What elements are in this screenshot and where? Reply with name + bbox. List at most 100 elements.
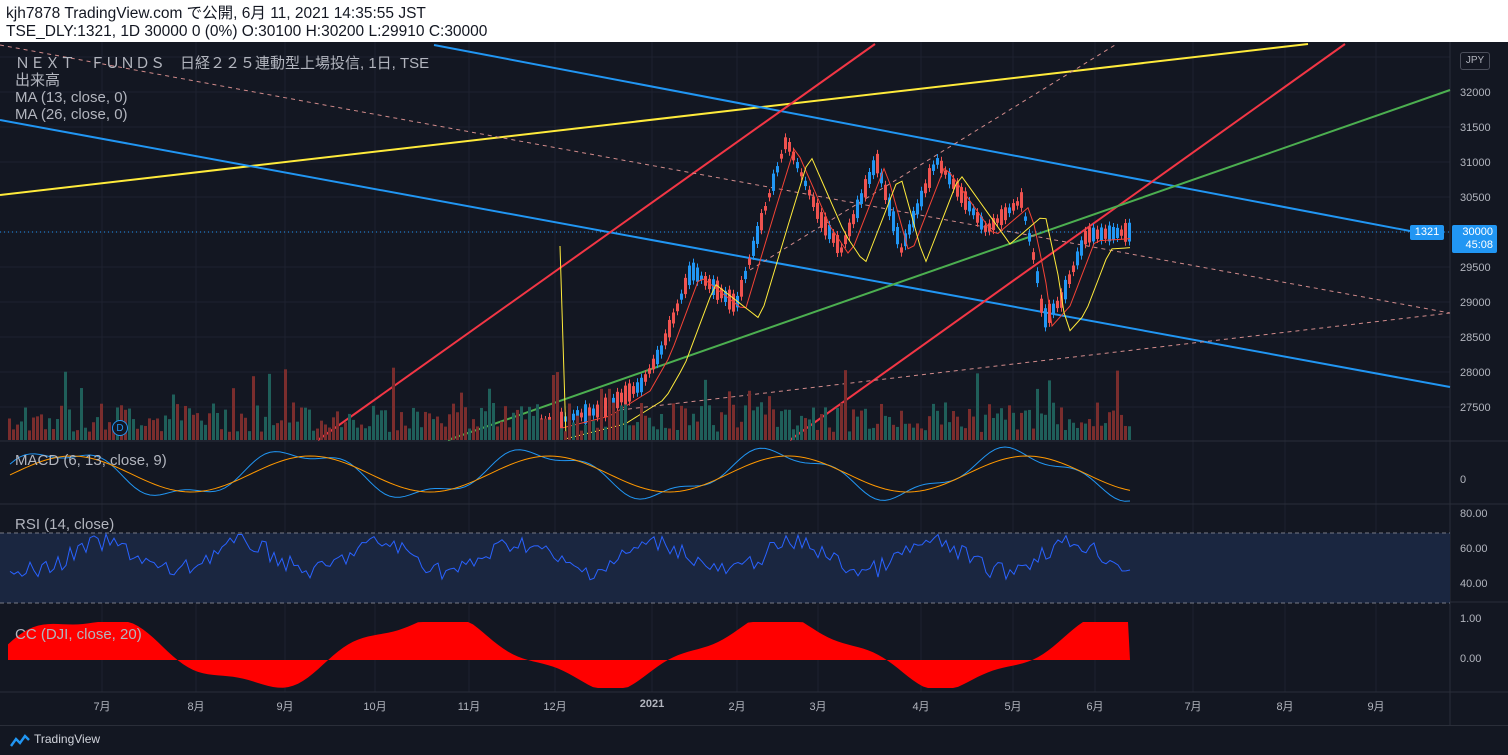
- ma26-line: [559, 157, 1131, 440]
- volume-bar: [772, 409, 775, 440]
- candle-body: [684, 277, 687, 295]
- currency-button[interactable]: JPY: [1460, 52, 1490, 70]
- volume-bar: [912, 427, 915, 440]
- volume-bar: [808, 419, 811, 440]
- candle-body: [764, 206, 767, 211]
- volume-bar: [460, 392, 463, 440]
- volume-bar: [692, 413, 695, 440]
- volume-bar: [352, 419, 355, 440]
- volume-bar: [196, 413, 199, 440]
- volume-bar: [228, 431, 231, 440]
- volume-bar: [176, 404, 179, 440]
- candle-body: [1084, 230, 1087, 245]
- candle-body: [912, 210, 915, 228]
- volume-bar: [856, 416, 859, 440]
- trend-line-dashed-up: [619, 312, 1451, 411]
- volume-bar: [752, 410, 755, 440]
- volume-bar: [276, 423, 279, 440]
- volume-bar: [192, 414, 195, 440]
- dividend-marker[interactable]: D: [112, 420, 128, 436]
- volume-bar: [484, 411, 487, 440]
- volume-bar: [560, 428, 563, 440]
- volume-bar: [140, 425, 143, 440]
- volume-bar: [284, 369, 287, 440]
- volume-bar: [516, 409, 519, 440]
- volume-bar: [1112, 410, 1115, 440]
- volume-bar: [28, 430, 31, 440]
- time-axis-label: 12月: [543, 701, 567, 713]
- cc-pane-label: CC (DJI, close, 20): [15, 626, 142, 643]
- volume-bar: [552, 374, 555, 440]
- volume-bar: [556, 372, 559, 440]
- candle-body: [836, 234, 839, 254]
- candle-body: [1000, 209, 1003, 226]
- volume-bar: [340, 427, 343, 440]
- chart-area[interactable]: ＮＥＸＴ ＦＵＮＤＳ 日経２２５連動型上場投信, 1日, TSE 出来高 MA …: [0, 42, 1508, 725]
- candle-body: [888, 197, 891, 217]
- volume-bar: [572, 422, 575, 440]
- candle-body: [672, 312, 675, 324]
- volume-bar: [1052, 402, 1055, 440]
- volume-bar: [1048, 380, 1051, 440]
- candle-body: [812, 196, 815, 208]
- volume-bar: [788, 409, 791, 440]
- candle-body: [1088, 227, 1091, 243]
- volume-bar: [764, 414, 767, 440]
- legend-ma26: MA (26, close, 0): [15, 106, 128, 123]
- chart-canvas[interactable]: [0, 42, 1508, 725]
- candle-body: [624, 385, 627, 405]
- trend-line-red-right: [789, 43, 1346, 441]
- volume-bar: [84, 427, 87, 440]
- trend-line-blue-lower: [0, 119, 1451, 388]
- volume-bar: [512, 412, 515, 440]
- volume-bar: [272, 425, 275, 440]
- volume-bar: [172, 394, 175, 440]
- volume-bar: [836, 407, 839, 440]
- volume-bar: [1124, 425, 1127, 440]
- volume-bar: [580, 430, 583, 440]
- candle-body: [612, 397, 615, 408]
- candle-body: [700, 275, 703, 280]
- candle-body: [916, 203, 919, 215]
- rsi-axis-label: 60.00: [1460, 543, 1488, 555]
- volume-bar: [364, 428, 367, 440]
- volume-bar: [44, 429, 47, 440]
- candle-body: [1100, 227, 1103, 241]
- volume-bar: [236, 431, 239, 440]
- volume-bar: [376, 414, 379, 440]
- volume-bar: [380, 410, 383, 440]
- volume-bar: [984, 414, 987, 440]
- volume-bar: [940, 424, 943, 440]
- candle-body: [964, 191, 967, 210]
- volume-bar: [112, 428, 115, 440]
- candle-body: [788, 142, 791, 152]
- candle-body: [832, 233, 835, 243]
- volume-bar: [320, 420, 323, 440]
- volume-bar: [248, 431, 251, 440]
- volume-bar: [868, 428, 871, 440]
- volume-bar: [368, 426, 371, 440]
- volume-bar: [688, 425, 691, 440]
- candle-body: [1036, 271, 1039, 284]
- price-axis-label: 32000: [1460, 87, 1491, 99]
- macd-signal-line: [9, 455, 1131, 493]
- candle-body: [860, 193, 863, 204]
- volume-bar: [148, 418, 151, 440]
- candle-body: [776, 166, 779, 173]
- volume-bar: [304, 407, 307, 440]
- candle-body: [972, 208, 975, 216]
- candle-body: [936, 158, 939, 165]
- volume-bar: [828, 427, 831, 440]
- rsi-pane-label: RSI (14, close): [15, 516, 115, 533]
- volume-bar: [164, 415, 167, 440]
- volume-bar: [696, 421, 699, 440]
- candle-body: [696, 267, 699, 282]
- volume-bar: [1084, 423, 1087, 440]
- volume-bar: [1100, 425, 1103, 440]
- candle-body: [756, 226, 759, 244]
- candle-body: [900, 247, 903, 253]
- volume-bar: [1044, 414, 1047, 440]
- rsi-axis-label: 40.00: [1460, 578, 1488, 590]
- volume-bar: [24, 407, 27, 440]
- volume-bar: [968, 408, 971, 440]
